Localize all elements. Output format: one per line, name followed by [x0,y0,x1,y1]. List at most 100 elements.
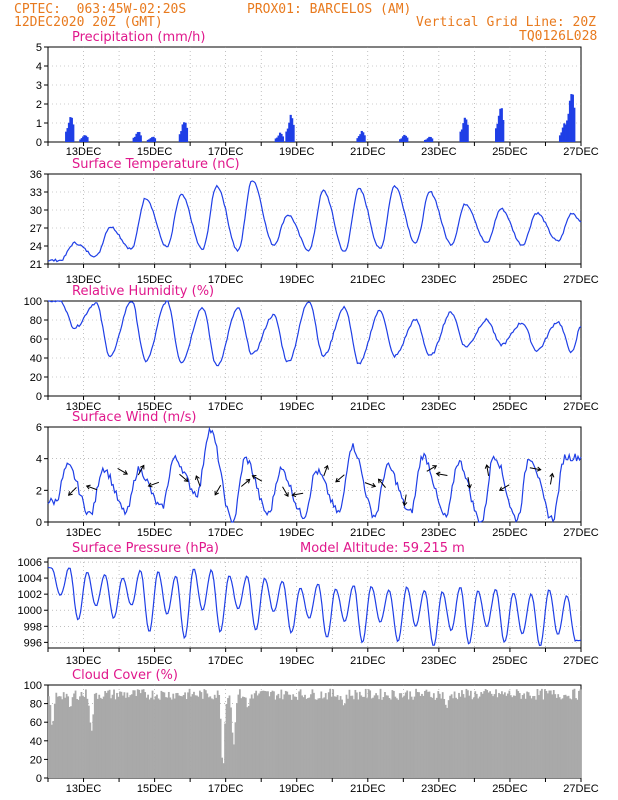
panel-frame [47,46,582,143]
cloud-bar [209,696,212,778]
cloud-bar [203,689,206,778]
cloud-bar [90,730,93,778]
cloud-bar [270,692,272,778]
cloud-bar [394,696,397,778]
precip-bar [148,139,151,142]
x-tick-label: 13DEC [66,146,102,158]
cloud-bar [558,697,561,778]
precip-bar [359,134,362,142]
cloud-bar [59,696,62,778]
precip-bar [69,117,72,142]
cloud-bar [549,690,552,778]
cloud-bar [302,697,305,778]
cloud-bar [329,688,332,778]
panel-title: Surface Pressure (hPa) [72,541,219,556]
y-tick-label: 27 [30,223,42,235]
cloud-bar [515,689,518,778]
cloud-bar [480,692,483,778]
y-tick-label: 20 [30,372,42,384]
precip-bar [133,136,137,142]
wind-arrow-shaft [549,473,553,485]
y-tick-label: 2 [36,485,42,497]
y-tick-label: 0 [36,137,42,149]
cloud-bar [524,698,527,778]
cloud-bar [327,692,330,778]
x-tick-label: 13DEC [66,401,102,413]
precip-bar [463,117,466,142]
precip-bar [428,136,431,142]
y-tick-label: 998 [24,621,42,633]
wind-arrow-shaft [364,482,376,487]
cloud-bar [132,690,135,778]
cloud-bar [126,692,129,778]
cloud-bar [283,694,286,778]
cloud-bar [268,696,271,778]
cloud-bar [265,691,268,778]
series-line [48,300,582,367]
cloud-bar [116,692,118,778]
cloud-bar [148,699,151,778]
cloud-bar [147,694,149,778]
cloud-bar [367,689,370,778]
cloud-bar [304,694,306,778]
precip-bar [84,135,88,142]
y-tick-label: 4 [36,454,42,466]
precip-bar [66,128,69,142]
cloud-bar [238,689,241,778]
cloud-bar [555,697,558,778]
cloud-bar [566,696,568,778]
cloud-bar [296,699,299,778]
cloud-bar [504,692,506,778]
cloud-bar [213,694,216,778]
cloud-bar [564,694,567,778]
x-tick-label: 27DEC [563,146,599,158]
cloud-bar [332,689,335,778]
cloud-bar [65,693,68,778]
wind-arrow-shaft [436,473,448,477]
precip-bar [70,117,73,142]
y-tick-label: 0 [36,391,42,403]
cloud-bar [478,696,481,778]
cloud-bar [114,699,117,778]
cloud-bar [117,696,120,778]
cloud-bar [505,695,508,778]
cloud-bar [487,692,490,778]
precip-bar [425,139,428,142]
cloud-bar [391,690,394,778]
cloud-bar [92,714,95,778]
cloud-bar [224,723,226,778]
cloud-bar [435,697,438,778]
cloud-bar [551,694,554,778]
cloud-bar [170,699,173,778]
cloud-bar [350,695,352,778]
wind-arrow-shaft [426,465,437,472]
cloud-bar [437,691,440,778]
y-tick-label: 1 [36,118,42,130]
cloud-bar [546,693,549,778]
x-tick-label: 13DEC [66,274,102,286]
cloud-bar [557,694,560,778]
cloud-bar [428,691,431,778]
cloud-bar [502,694,505,778]
x-tick-label: 17DEC [208,783,244,795]
cloud-bar [80,692,83,778]
precip-bar [139,135,142,142]
y-tick-label: 33 [30,187,42,199]
y-tick-label: 0 [36,517,42,529]
precip-bar [357,136,361,142]
wind-arrow-head [549,472,555,478]
cloud-bar [508,690,511,778]
cloud-bar [447,700,450,778]
cloud-bar [70,706,72,778]
x-tick-label: 21DEC [350,527,386,539]
cloud-bar [484,688,487,778]
x-tick-label: 13DEC [66,527,102,539]
precip-bar [500,108,503,142]
cloud-bar [575,698,577,778]
cloud-bar [142,689,145,778]
precip-bar [285,131,288,142]
precip-bar [460,129,464,142]
precip-bar [462,123,465,142]
cloud-bar [338,699,340,778]
